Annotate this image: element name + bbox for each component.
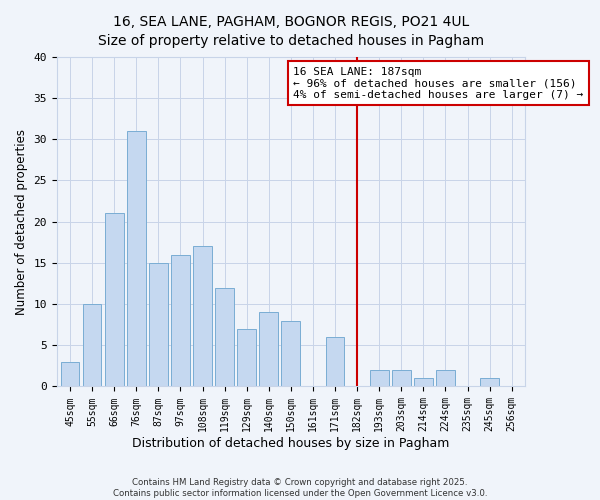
Y-axis label: Number of detached properties: Number of detached properties (15, 128, 28, 314)
Bar (127, 131, 146, 386)
Bar (370, 370, 389, 386)
Bar (83, 304, 101, 386)
Bar (326, 337, 344, 386)
Bar (149, 263, 168, 386)
Bar (61, 362, 79, 386)
Text: 16 SEA LANE: 187sqm
← 96% of detached houses are smaller (156)
4% of semi-detach: 16 SEA LANE: 187sqm ← 96% of detached ho… (293, 66, 583, 100)
Bar (259, 312, 278, 386)
Bar (436, 370, 455, 386)
Bar (105, 214, 124, 386)
Text: Contains HM Land Registry data © Crown copyright and database right 2025.
Contai: Contains HM Land Registry data © Crown c… (113, 478, 487, 498)
Bar (414, 378, 433, 386)
Bar (215, 288, 234, 386)
Title: 16, SEA LANE, PAGHAM, BOGNOR REGIS, PO21 4UL
Size of property relative to detach: 16, SEA LANE, PAGHAM, BOGNOR REGIS, PO21… (98, 15, 484, 48)
Bar (480, 378, 499, 386)
Bar (171, 254, 190, 386)
Bar (193, 246, 212, 386)
Bar (281, 320, 300, 386)
Bar (392, 370, 410, 386)
X-axis label: Distribution of detached houses by size in Pagham: Distribution of detached houses by size … (132, 437, 449, 450)
Bar (238, 328, 256, 386)
